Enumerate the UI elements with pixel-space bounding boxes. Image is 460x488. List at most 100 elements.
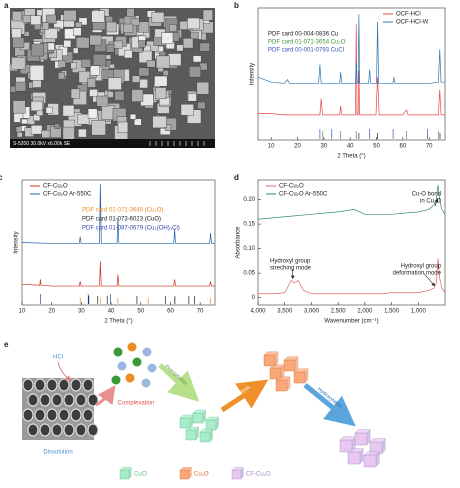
foam-pore <box>75 393 87 407</box>
y-tick-label: 0.05 <box>243 271 255 277</box>
cfcu2o-cube <box>354 432 368 446</box>
panel-label: d <box>234 173 239 182</box>
sem-grain <box>30 15 42 25</box>
sem-grain <box>197 101 206 110</box>
step-label: HCl <box>53 355 63 361</box>
sem-grain <box>151 12 165 23</box>
x-tick-label: 50 <box>137 309 144 315</box>
legend-label: OCF-HCl <box>396 12 421 18</box>
foam-pore <box>82 408 94 422</box>
ion <box>125 373 135 383</box>
y-axis-label: Intensity <box>250 63 256 85</box>
sem-grain <box>30 100 43 112</box>
cfcu2o-cube-side <box>360 448 364 464</box>
sem-grain <box>129 113 137 120</box>
hydrolysis-arrow <box>220 379 269 413</box>
panel-label: e <box>4 340 9 349</box>
series-line <box>258 258 446 295</box>
series-line <box>21 183 215 244</box>
precipitation-arrow <box>158 363 200 402</box>
hydroxylation-arrow <box>303 383 356 427</box>
legend-label: CF-Cu₂O <box>279 184 304 190</box>
ion <box>142 347 152 357</box>
sem-grain <box>42 22 49 30</box>
x-tick-label: 30 <box>321 144 328 150</box>
sem-grain <box>89 65 100 76</box>
sem-grain <box>143 44 151 52</box>
reference-label: PDF card 01-071-3654 Cu₂O <box>268 40 346 46</box>
x-tick-label: 70 <box>197 309 204 315</box>
foam-pore <box>39 393 51 407</box>
annotation: Cu-O bond <box>412 192 441 198</box>
cfcu2o-cube-side <box>367 429 371 445</box>
foam-pore <box>75 423 87 437</box>
x-tick-label: 40 <box>108 309 115 315</box>
legend-cube-side <box>189 467 192 479</box>
sem-grain <box>138 21 150 33</box>
cu2o-cube <box>293 371 306 384</box>
sem-grain <box>87 78 96 88</box>
annotation: in Cu₂O <box>420 199 441 205</box>
sem-grain <box>113 40 123 49</box>
y-tick-label: 0.20 <box>243 197 255 203</box>
sem-grain <box>78 17 88 26</box>
sem-grain <box>107 77 122 90</box>
sem-grain <box>12 100 26 114</box>
cucl-cube <box>179 417 191 429</box>
cfcu2o-cube-side <box>376 451 380 467</box>
sem-grain <box>202 9 213 21</box>
sem-grain <box>62 126 75 140</box>
legend-cube <box>119 469 130 480</box>
foam-pore <box>87 423 99 437</box>
sem-grain <box>130 18 140 26</box>
sem-grain <box>11 28 22 39</box>
reference-label: PDF card 00-004-0836 Cu <box>268 32 338 38</box>
sem-grain <box>63 40 72 48</box>
foam-pore <box>70 408 82 422</box>
sem-grain <box>109 63 115 69</box>
y-tick-label: 0 <box>252 295 256 301</box>
series-line <box>257 184 446 220</box>
x-tick-label: 20 <box>48 309 55 315</box>
sem-grain <box>161 32 174 45</box>
sem-grain <box>162 70 169 76</box>
ion <box>127 342 137 352</box>
ion <box>141 378 151 388</box>
sem-grain <box>91 10 105 23</box>
sem-grain <box>154 75 168 87</box>
sem-grain <box>47 42 55 51</box>
step-label: Precipitation <box>164 364 189 387</box>
annotation: deformation mode <box>393 270 442 276</box>
x-tick-label: 40 <box>347 144 354 150</box>
annotation: Hydroxyl group <box>270 258 311 264</box>
sem-grain <box>189 66 201 78</box>
cucl-cube <box>205 419 217 431</box>
panel-label: b <box>234 1 239 10</box>
sem-grain <box>15 81 27 92</box>
cucl-cube-side <box>190 415 193 428</box>
cu2o-cube-side <box>275 351 279 366</box>
foam-pore <box>22 408 34 422</box>
sem-grain <box>96 95 109 107</box>
sem-grain <box>12 11 22 22</box>
sem-grain <box>63 10 77 22</box>
plot-frame <box>257 7 446 141</box>
reference-label: PDF card 01-073-6023 (CuO) <box>82 217 161 223</box>
foam-pore <box>39 423 51 437</box>
legend-label: CF-Cu₂O Ar-550C <box>279 192 328 198</box>
foam-pore <box>34 408 46 422</box>
cfcu2o-cube-side <box>382 438 386 454</box>
sem-grain <box>62 105 75 117</box>
sem-grain <box>107 91 114 98</box>
sem-grain <box>152 115 167 128</box>
cu2o-cube <box>283 359 296 372</box>
series-line <box>258 24 445 116</box>
ion <box>147 363 157 373</box>
sem-grain <box>45 106 53 114</box>
foam-pore <box>82 378 94 392</box>
sem-grain <box>45 14 57 24</box>
sem-grain <box>146 60 156 68</box>
cfcu2o-cube <box>347 451 361 465</box>
y-tick-label: 0.10 <box>243 246 255 252</box>
